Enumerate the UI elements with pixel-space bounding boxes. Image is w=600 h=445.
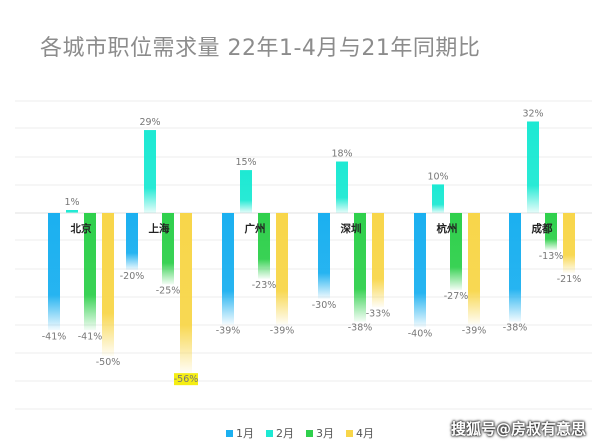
bar-杭州-2月 [432,184,444,213]
bar-北京-1月 [48,213,60,331]
chart-title: 各城市职位需求量 22年1-4月与21年同期比 [40,36,481,61]
value-label-成都-1月: -38% [503,323,528,334]
legend-swatch [306,430,313,437]
value-label-广州-3月: -23% [252,280,277,291]
bar-上海-4月 [180,213,192,374]
value-label-成都-4月: -21% [557,274,582,285]
value-label-上海-1月: -20% [120,271,145,282]
legend-label: 2月 [276,427,294,440]
bar-北京-3月 [84,213,96,331]
value-label-北京-4月: -50% [96,357,121,368]
value-label-广州-1月: -39% [216,326,241,337]
category-label-上海: 上海 [149,222,170,235]
bar-广州-3月 [258,213,270,279]
value-label-杭州-1月: -40% [408,328,433,339]
category-label-深圳: 深圳 [341,222,362,235]
bar-深圳-4月 [372,213,384,308]
value-label-上海-2月: 29% [139,117,160,128]
bar-深圳-2月 [336,161,348,213]
bar-成都-4月 [563,213,575,274]
legend-label: 1月 [236,427,254,440]
bar-杭州-3月 [450,213,462,291]
bar-成都-1月 [509,213,521,322]
bar-上海-2月 [144,130,156,213]
category-label-杭州: 杭州 [437,222,458,235]
value-label-杭州-3月: -27% [444,291,469,302]
bar-上海-3月 [162,213,174,285]
legend-item-4月: 4月 [346,425,374,441]
chart-legend: 1月 2月 3月 4月 [0,425,600,441]
bar-北京-4月 [102,213,114,356]
bar-广州-4月 [276,213,288,325]
value-label-上海-4月: -56% [174,374,199,385]
category-label-广州: 广州 [245,222,266,235]
bar-广州-1月 [222,213,234,325]
value-label-深圳-2月: 18% [331,149,352,160]
bar-成都-3月 [545,213,557,251]
bar-成都-2月 [527,121,539,213]
bar-上海-1月 [126,213,138,271]
bar-北京-2月 [66,210,78,213]
legend-item-1月: 1月 [226,425,254,441]
bar-深圳-3月 [354,213,366,322]
value-label-深圳-1月: -30% [312,300,337,311]
legend-item-3月: 3月 [306,425,334,441]
value-label-上海-3月: -25% [156,286,181,297]
bar-杭州-4月 [468,213,480,325]
value-label-广州-2月: 15% [235,157,256,168]
value-label-北京-3月: -41% [78,331,103,342]
value-label-广州-4月: -39% [270,326,295,337]
legend-label: 4月 [356,427,374,440]
value-label-成都-2月: 32% [522,108,543,119]
bar-深圳-1月 [318,213,330,299]
legend-item-2月: 2月 [266,425,294,441]
value-label-北京-1月: -41% [42,331,67,342]
highlight-box [174,373,198,386]
value-label-成都-3月: -13% [539,251,564,262]
value-label-深圳-3月: -38% [348,323,373,334]
legend-swatch [266,430,273,437]
value-label-北京-2月: 1% [64,197,79,208]
legend-swatch [346,430,353,437]
category-label-北京: 北京 [71,222,92,235]
value-label-杭州-2月: 10% [427,171,448,182]
legend-swatch [226,430,233,437]
value-label-杭州-4月: -39% [462,326,487,337]
bar-广州-2月 [240,170,252,213]
watermark: 搜狐号@房叔有意思 [450,420,586,438]
value-label-深圳-4月: -33% [366,308,391,319]
legend-label: 3月 [316,427,334,440]
category-label-成都: 成都 [532,222,553,235]
bar-杭州-1月 [414,213,426,328]
